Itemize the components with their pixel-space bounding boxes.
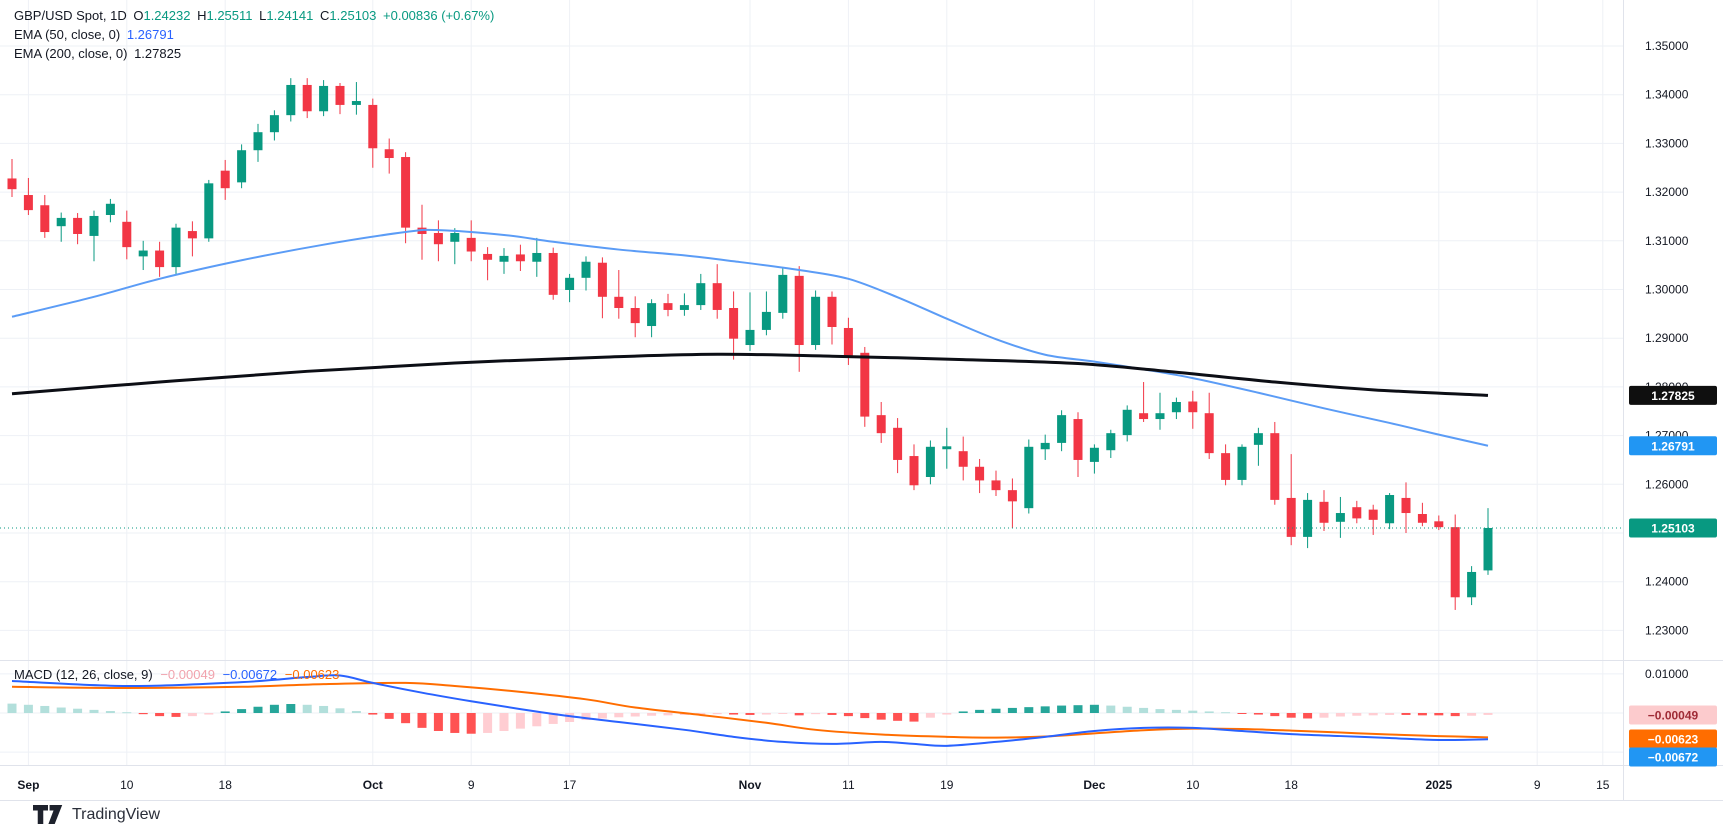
macd-line-value: −0.00672 bbox=[222, 667, 278, 682]
tradingview-logo-icon bbox=[33, 805, 63, 824]
svg-text:1.23000: 1.23000 bbox=[1645, 623, 1689, 637]
ema50-legend-row[interactable]: EMA (50, close, 0) 1.26791 bbox=[14, 25, 497, 44]
symbol-legend[interactable]: GBP/USD Spot, 1D O1.24232 H1.25511 L1.24… bbox=[14, 6, 497, 63]
ema50-value: 1.26791 bbox=[126, 27, 174, 42]
open-label: O bbox=[133, 8, 144, 23]
time-axis[interactable]: Sep 10 18 Oct 9 17 Nov 11 19 Dec 10 18 2025 9 15 bbox=[17, 778, 1609, 792]
svg-text:11: 11 bbox=[842, 778, 855, 792]
ema50-line[interactable] bbox=[11, 228, 1489, 447]
ema200-value: 1.27825 bbox=[134, 46, 182, 61]
low-label: L bbox=[259, 8, 267, 23]
pane-separators bbox=[0, 0, 1723, 801]
ohlc-legend-row[interactable]: GBP/USD Spot, 1D O1.24232 H1.25511 L1.24… bbox=[14, 6, 497, 25]
price-axis[interactable]: 1.35000 1.34000 1.33000 1.32000 1.31000 1.300… bbox=[1645, 39, 1689, 681]
svg-text:10: 10 bbox=[1186, 778, 1200, 792]
tradingview-attribution[interactable]: TradingView bbox=[33, 805, 160, 824]
svg-text:1.33000: 1.33000 bbox=[1645, 136, 1689, 150]
svg-text:Nov: Nov bbox=[739, 778, 762, 792]
close-value: 1.25103 bbox=[329, 8, 377, 23]
close-label: C bbox=[320, 8, 330, 23]
svg-text:18: 18 bbox=[1285, 778, 1299, 792]
svg-text:−0.00049: −0.00049 bbox=[1648, 709, 1699, 723]
svg-text:1.35000: 1.35000 bbox=[1645, 39, 1689, 53]
macd-histogram bbox=[7, 703, 1493, 734]
ema200-legend-row[interactable]: EMA (200, close, 0) 1.27825 bbox=[14, 44, 497, 63]
change-value: +0.00836 (+0.67%) bbox=[383, 8, 495, 23]
macd-legend-row[interactable]: MACD (12, 26, close, 9) −0.00049 −0.0067… bbox=[14, 667, 343, 682]
macd-main-line[interactable] bbox=[11, 674, 1489, 747]
svg-text:Dec: Dec bbox=[1083, 778, 1105, 792]
price-axis-badges: 1.27825 1.26791 1.25103 −0.00049 −0.00623 −0.… bbox=[1629, 385, 1717, 767]
svg-text:2025: 2025 bbox=[1425, 778, 1452, 792]
svg-text:1.32000: 1.32000 bbox=[1645, 185, 1689, 199]
svg-text:18: 18 bbox=[219, 778, 233, 792]
tradingview-wordmark: TradingView bbox=[72, 805, 161, 823]
macd-name[interactable]: MACD (12, 26, close, 9) bbox=[14, 667, 153, 682]
svg-text:15: 15 bbox=[1596, 778, 1610, 792]
candlestick-series bbox=[7, 78, 1493, 610]
svg-text:17: 17 bbox=[563, 778, 577, 792]
svg-text:−0.00623: −0.00623 bbox=[1648, 733, 1699, 747]
svg-text:1.29000: 1.29000 bbox=[1645, 331, 1689, 345]
svg-text:Oct: Oct bbox=[363, 778, 383, 792]
svg-text:1.24000: 1.24000 bbox=[1645, 575, 1689, 589]
ema200-name[interactable]: EMA (200, close, 0) bbox=[14, 46, 128, 61]
svg-text:0.01000: 0.01000 bbox=[1645, 667, 1689, 681]
svg-text:1.34000: 1.34000 bbox=[1645, 88, 1689, 102]
low-value: 1.24141 bbox=[266, 8, 314, 23]
grid-lines bbox=[0, 0, 1623, 765]
macd-signal-line[interactable] bbox=[11, 681, 1489, 739]
high-value: 1.25511 bbox=[206, 8, 253, 23]
symbol-title[interactable]: GBP/USD Spot, 1D bbox=[14, 8, 127, 23]
svg-text:−0.00672: −0.00672 bbox=[1648, 751, 1699, 765]
svg-text:9: 9 bbox=[468, 778, 475, 792]
svg-text:1.30000: 1.30000 bbox=[1645, 283, 1689, 297]
ema50-name[interactable]: EMA (50, close, 0) bbox=[14, 27, 121, 42]
svg-text:19: 19 bbox=[940, 778, 954, 792]
high-label: H bbox=[197, 8, 207, 23]
macd-signal-value: −0.00623 bbox=[284, 667, 340, 682]
svg-text:1.26791: 1.26791 bbox=[1651, 439, 1695, 453]
open-value: 1.24232 bbox=[143, 8, 191, 23]
svg-text:1.27825: 1.27825 bbox=[1651, 389, 1695, 403]
svg-text:9: 9 bbox=[1534, 778, 1541, 792]
svg-text:1.25103: 1.25103 bbox=[1651, 521, 1695, 535]
svg-text:10: 10 bbox=[120, 778, 134, 792]
macd-hist-value: −0.00049 bbox=[160, 667, 215, 682]
svg-text:Sep: Sep bbox=[17, 778, 39, 792]
svg-text:1.31000: 1.31000 bbox=[1645, 234, 1689, 248]
svg-text:1.26000: 1.26000 bbox=[1645, 477, 1689, 491]
ema200-line[interactable] bbox=[11, 352, 1489, 397]
